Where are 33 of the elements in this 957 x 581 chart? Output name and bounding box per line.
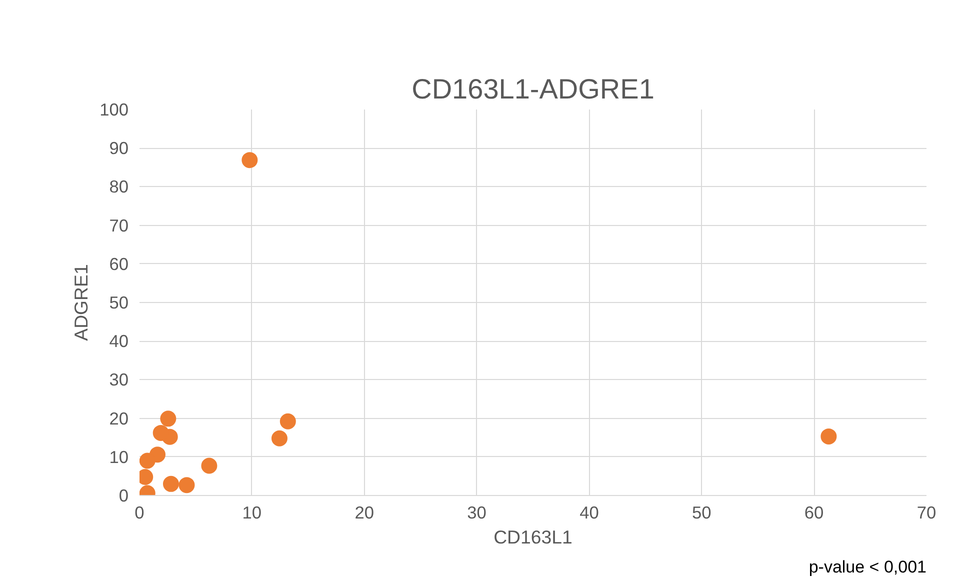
y-tick-label: 60 (109, 254, 129, 274)
point (271, 430, 288, 446)
chart-title: CD163L1-ADGRE1 (412, 74, 654, 104)
text: p-value < 0,001 (808, 558, 926, 576)
y-tick-label: 20 (109, 408, 129, 428)
x-tick-label: 30 (467, 502, 486, 522)
point (242, 152, 258, 168)
point (160, 410, 176, 427)
x-tick-label: 70 (916, 502, 936, 522)
y-tick-label: 50 (109, 292, 129, 312)
point (162, 476, 179, 492)
y-tick-label: 70 (109, 215, 129, 236)
y-tick-label: 0 (118, 486, 129, 506)
point (140, 452, 156, 469)
point (820, 428, 837, 444)
x-tick-label: 40 (580, 502, 599, 522)
x-tick-label: 50 (692, 502, 712, 522)
x-axis-title: CD163L1 (494, 526, 572, 548)
y-tick-label: 80 (109, 176, 129, 197)
y-tick-label: 10 (109, 446, 129, 467)
point (152, 424, 169, 441)
y-axis-title: ADGRE1 (70, 264, 92, 341)
y-tick-label: 90 (109, 138, 129, 158)
x-tick-label: 0 (134, 502, 144, 522)
y-tick-label: 30 (109, 370, 129, 390)
x-tick-label: 10 (242, 502, 262, 522)
x-tick-label: 20 (354, 502, 374, 522)
point (201, 458, 218, 474)
y-tick-label: 40 (109, 331, 129, 352)
point (178, 477, 195, 494)
point (280, 413, 296, 430)
x-tick-label: 60 (804, 502, 824, 522)
y-tick-label: 100 (100, 100, 129, 120)
